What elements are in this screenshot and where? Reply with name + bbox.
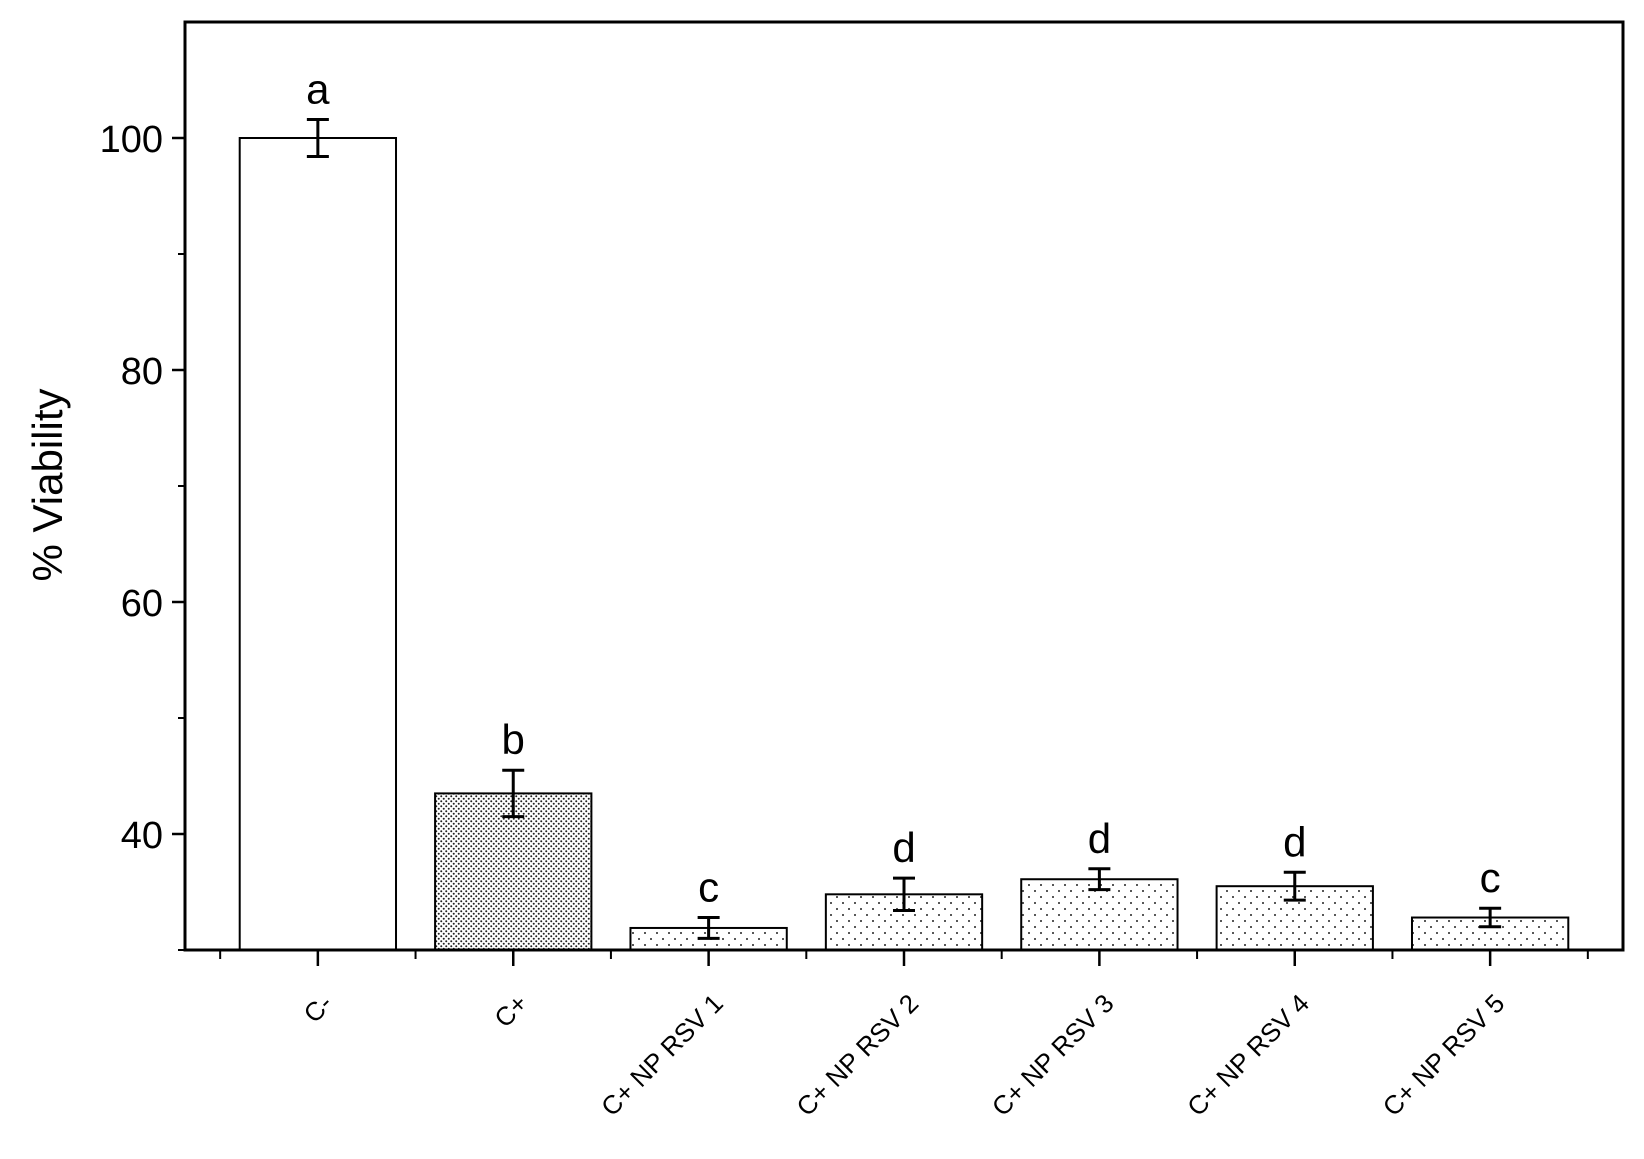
significance-letter: d [1088, 815, 1111, 862]
x-tick-label: C+ NP RSV 3 [986, 988, 1120, 1122]
y-tick-label: 60 [121, 583, 163, 625]
y-tick-label: 100 [100, 119, 163, 161]
bar [238, 137, 398, 951]
x-tick-label: C+ NP RSV 2 [790, 988, 924, 1122]
significance-letter: c [698, 864, 719, 911]
y-tick-label: 40 [121, 815, 163, 857]
x-tick-label: C- [297, 988, 338, 1029]
significance-letter: c [1480, 854, 1501, 901]
significance-letter: b [502, 716, 525, 763]
x-tick-label: C+ NP RSV 1 [595, 988, 729, 1122]
x-tick-label: C+ NP RSV 4 [1181, 988, 1315, 1122]
plot-frame [183, 20, 1625, 952]
significance-letter: a [306, 65, 330, 112]
significance-letter: d [1283, 818, 1306, 865]
significance-letter: d [892, 824, 915, 871]
y-axis-label: % Viability [24, 389, 71, 582]
y-tick-label: 80 [121, 351, 163, 393]
x-tick-label: C+ [488, 988, 533, 1033]
x-tick-label: C+ NP RSV 5 [1377, 988, 1511, 1122]
bar [434, 792, 593, 952]
